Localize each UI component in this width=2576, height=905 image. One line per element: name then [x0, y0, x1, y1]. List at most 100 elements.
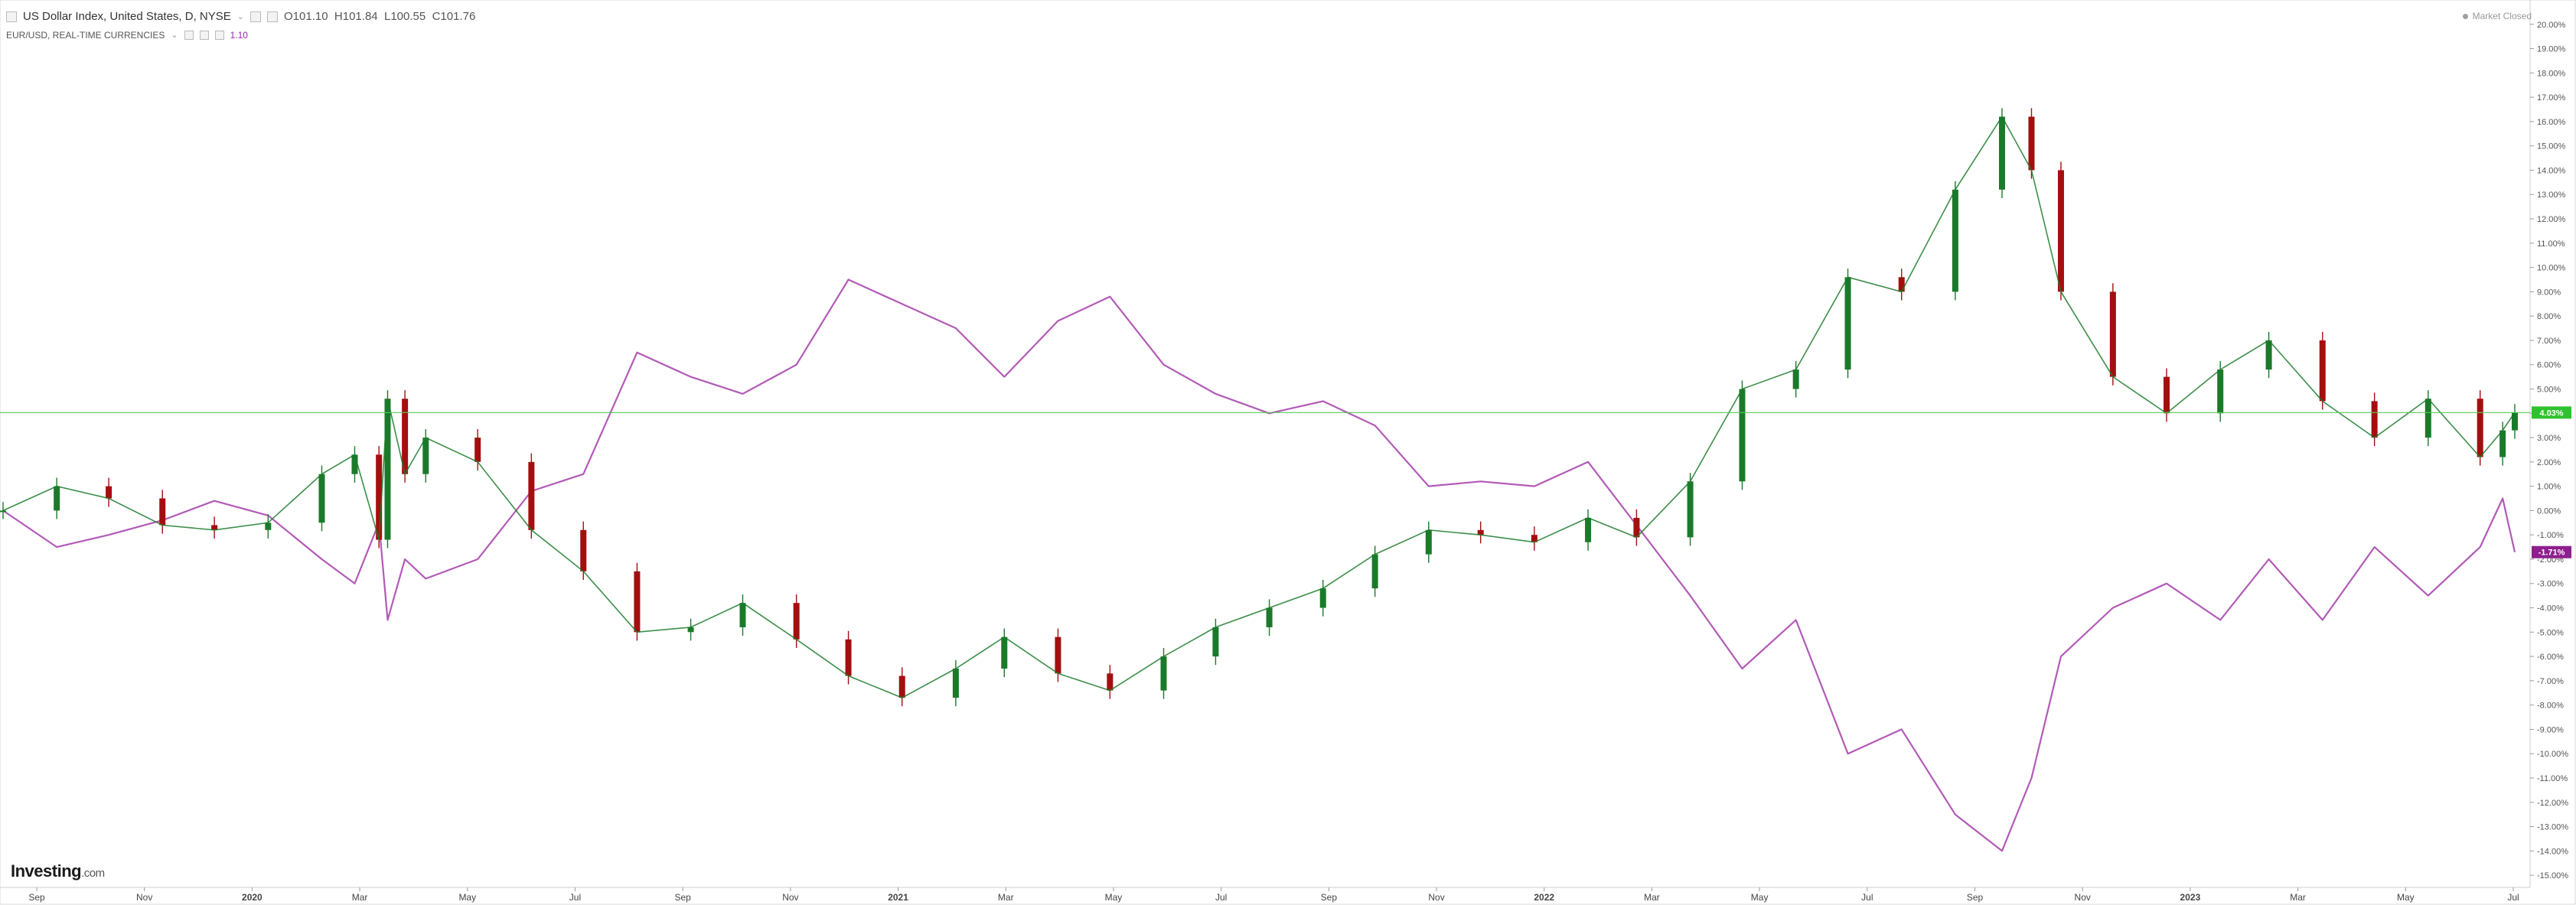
candle-body	[376, 454, 383, 540]
candle-body	[793, 603, 800, 640]
candle-body	[1531, 535, 1537, 542]
x-tick-label: Mar	[1644, 892, 1660, 903]
dxy-price-badge-label: 4.03%	[2539, 409, 2563, 418]
y-tick-label: -4.00%	[2537, 604, 2564, 614]
candle-body	[2424, 399, 2431, 438]
y-tick-label: 17.00%	[2537, 93, 2566, 103]
candle-body	[2028, 116, 2035, 171]
close-label: C	[432, 10, 441, 23]
eye-icon[interactable]	[184, 31, 194, 40]
candle-body	[159, 498, 166, 526]
candle-body	[1792, 369, 1799, 389]
candle-body	[2164, 376, 2170, 414]
y-tick-label: 18.00%	[2537, 69, 2566, 78]
close-icon[interactable]	[267, 11, 278, 22]
candle-body	[634, 571, 641, 633]
y-tick-label: -11.00%	[2537, 774, 2568, 783]
candle-body	[2512, 412, 2518, 431]
candle-body	[2477, 399, 2483, 457]
candle-body	[1055, 636, 1061, 674]
y-tick-label: -8.00%	[2537, 702, 2564, 711]
candle-body	[1687, 481, 1694, 538]
x-tick-label: May	[1105, 892, 1123, 903]
x-tick-label: 2020	[242, 892, 262, 903]
settings-icon[interactable]	[250, 11, 261, 22]
candle-body	[474, 438, 481, 462]
candle-body	[1739, 389, 1746, 482]
candle-body	[1844, 277, 1851, 370]
x-tick-label: May	[458, 892, 476, 903]
candle-body	[952, 668, 959, 698]
y-tick-label: 12.00%	[2537, 215, 2566, 224]
y-tick-label: 14.00%	[2537, 166, 2566, 175]
eurusd-line-series	[2, 278, 2516, 852]
candle-body	[687, 627, 694, 633]
market-status-text: Market Closed	[2472, 11, 2532, 21]
secondary-symbol-title[interactable]: EUR/USD, REAL-TIME CURRENCIES	[6, 30, 165, 41]
candle-body	[2217, 369, 2224, 414]
settings-icon[interactable]	[199, 31, 209, 40]
chevron-down-icon[interactable]: ⌄	[171, 31, 178, 40]
x-tick-label: Jul	[569, 892, 581, 903]
close-value: 101.76	[440, 10, 476, 23]
x-tick-label: Jul	[1861, 892, 1873, 903]
market-status: Market Closed	[2462, 11, 2532, 21]
candle-body	[1371, 554, 1378, 589]
candle-body	[2499, 430, 2506, 457]
x-tick-label: Mar	[2290, 892, 2306, 903]
status-dot-icon	[2462, 13, 2468, 19]
candle-body	[1266, 607, 1273, 627]
y-tick-label: 11.00%	[2537, 239, 2565, 249]
candle-body	[1477, 529, 1484, 536]
candle-body	[265, 522, 272, 530]
candle-body	[2371, 401, 2378, 438]
y-tick-label: -6.00%	[2537, 653, 2564, 662]
open-label: O	[284, 10, 293, 23]
x-tick-label: Sep	[1967, 892, 1984, 903]
x-tick-label: Sep	[674, 892, 691, 903]
candle-body	[845, 639, 852, 676]
y-tick-label: 13.00%	[2537, 190, 2566, 200]
y-axis: 20.00% 19.00% 18.00% 17.00% 16.00% 15.00% 14.0…	[2530, 21, 2568, 881]
candle-body	[898, 675, 905, 698]
candle-body	[1319, 588, 1326, 608]
candle-body	[402, 399, 409, 474]
y-tick-label: -10.00%	[2537, 750, 2568, 759]
collapse-legend-icon[interactable]	[6, 11, 17, 22]
y-tick-label: 9.00%	[2537, 288, 2561, 297]
y-tick-label: 16.00%	[2537, 118, 2566, 127]
candle-body	[2265, 340, 2272, 370]
y-tick-label: 2.00%	[2537, 458, 2561, 467]
candle-body	[384, 399, 391, 540]
chevron-down-icon[interactable]: ⌄	[236, 12, 244, 21]
y-tick-label: -9.00%	[2537, 725, 2564, 734]
x-tick-label: Nov	[782, 892, 798, 903]
candle-body	[1160, 656, 1167, 691]
candle-body	[422, 438, 429, 474]
candle-body	[1898, 277, 1905, 292]
high-label: H	[334, 10, 343, 23]
x-axis: Sep Nov 2020 Mar May Jul Sep Nov 2021 Mar May Jul Se…	[28, 887, 2519, 903]
y-tick-label: 15.00%	[2537, 142, 2566, 151]
x-tick-label: Nov	[1428, 892, 1444, 903]
x-tick-label: May	[1751, 892, 1769, 903]
close-icon[interactable]	[214, 31, 224, 40]
candle-body	[1633, 517, 1640, 538]
candle-body	[318, 474, 325, 523]
candle-body	[351, 454, 358, 474]
ohlc-values: O101.10 H101.84 L100.55 C101.76	[284, 9, 475, 24]
chart-legend: US Dollar Index, United States, D, NYSE …	[6, 9, 475, 43]
x-tick-label: 2021	[888, 892, 908, 903]
main-symbol-title[interactable]: US Dollar Index, United States, D, NYSE	[23, 10, 231, 23]
x-tick-label: Sep	[1321, 892, 1338, 903]
eurusd-line	[2, 278, 2516, 852]
x-tick-label: Mar	[352, 892, 368, 903]
candle-body	[211, 525, 218, 530]
x-tick-label: May	[2397, 892, 2415, 903]
candle-body	[1425, 529, 1432, 555]
dxy-close-trace	[2, 115, 2516, 698]
y-tick-label: 7.00%	[2537, 337, 2561, 346]
eurusd-price-badge	[2532, 545, 2571, 558]
candle-body	[106, 486, 112, 499]
